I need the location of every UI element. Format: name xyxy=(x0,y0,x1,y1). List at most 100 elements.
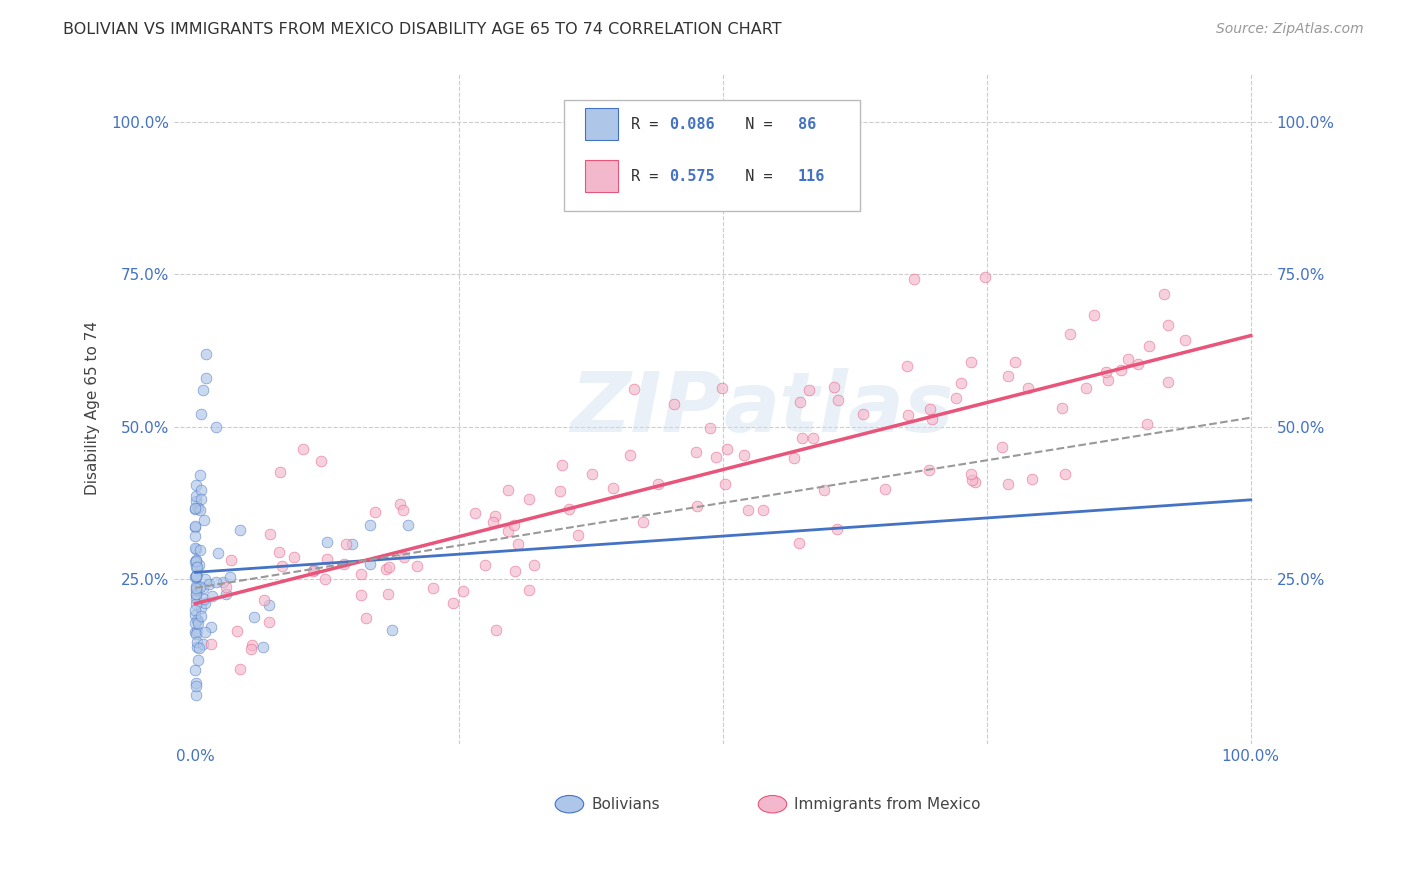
Point xyxy=(1136,417,1159,432)
Point xyxy=(191,581,214,595)
Point xyxy=(190,483,212,497)
Point xyxy=(194,572,217,586)
Point xyxy=(710,381,733,395)
Point xyxy=(1095,365,1118,379)
Point xyxy=(960,473,983,487)
Point xyxy=(973,269,995,284)
Point xyxy=(1004,355,1026,369)
Point xyxy=(896,359,918,374)
Point xyxy=(207,546,229,560)
Text: Bolivians: Bolivians xyxy=(592,797,659,812)
Text: atlas: atlas xyxy=(723,368,953,449)
Point xyxy=(194,371,217,385)
Point xyxy=(190,601,212,615)
Point xyxy=(789,394,811,409)
Point xyxy=(1083,308,1105,322)
Point xyxy=(1116,352,1139,367)
Point xyxy=(945,391,967,405)
Point xyxy=(184,520,207,534)
Point xyxy=(517,582,540,597)
Point xyxy=(1137,339,1160,353)
Point xyxy=(186,478,208,492)
Point xyxy=(194,625,217,640)
Point xyxy=(188,543,211,558)
Point xyxy=(378,560,401,574)
Point xyxy=(704,450,727,465)
Point xyxy=(302,563,325,577)
Point xyxy=(752,503,775,517)
Point xyxy=(194,346,217,360)
Point xyxy=(186,640,208,654)
Point xyxy=(291,442,314,457)
Point xyxy=(716,442,738,457)
Point xyxy=(801,431,824,445)
Point xyxy=(782,450,804,465)
Point xyxy=(903,272,925,286)
Point xyxy=(340,536,363,550)
Point xyxy=(813,483,835,498)
Point xyxy=(997,368,1019,383)
Point xyxy=(581,467,603,482)
Point xyxy=(335,536,357,550)
Point xyxy=(229,662,252,676)
Point xyxy=(184,570,207,584)
Point xyxy=(219,570,242,584)
Point xyxy=(314,572,336,586)
Point xyxy=(1074,381,1097,395)
Point xyxy=(389,497,412,511)
Point xyxy=(897,409,920,423)
Point xyxy=(959,467,981,481)
Point xyxy=(350,567,373,582)
Circle shape xyxy=(555,796,583,813)
Point xyxy=(193,513,215,527)
Point xyxy=(823,380,845,394)
Point xyxy=(257,598,280,612)
Point xyxy=(188,558,211,572)
Point xyxy=(184,624,207,639)
Point xyxy=(422,581,444,595)
Point xyxy=(949,376,972,391)
Point xyxy=(184,592,207,607)
Point xyxy=(1021,472,1043,486)
Point xyxy=(197,577,219,591)
Point xyxy=(186,614,208,628)
Point xyxy=(852,407,875,421)
Text: 86: 86 xyxy=(797,117,815,132)
Point xyxy=(523,558,546,572)
Point xyxy=(205,419,228,434)
Text: 116: 116 xyxy=(797,169,825,184)
Point xyxy=(190,408,212,422)
Point xyxy=(359,517,381,532)
Point xyxy=(205,574,228,589)
Point xyxy=(186,582,208,596)
Point xyxy=(496,483,519,497)
Point xyxy=(184,603,207,617)
Point xyxy=(184,560,207,574)
Point xyxy=(186,597,208,611)
Point xyxy=(1059,327,1081,342)
Point xyxy=(186,569,208,583)
Point xyxy=(252,593,274,607)
Point xyxy=(548,484,571,499)
Point xyxy=(187,641,209,656)
Point xyxy=(827,393,849,408)
Point xyxy=(333,557,356,571)
Point xyxy=(201,589,224,603)
Point xyxy=(464,507,486,521)
Point xyxy=(1157,318,1180,332)
Point xyxy=(1097,373,1119,387)
Point xyxy=(963,475,986,489)
Point xyxy=(229,523,252,537)
Point xyxy=(496,524,519,538)
Point xyxy=(503,517,526,532)
Point xyxy=(191,383,214,397)
Point xyxy=(184,579,207,593)
Point xyxy=(699,421,721,435)
Point xyxy=(186,541,208,556)
Point xyxy=(997,476,1019,491)
Point xyxy=(873,483,896,497)
Point xyxy=(392,549,415,564)
Point xyxy=(194,596,217,610)
Text: ZIP: ZIP xyxy=(571,368,723,449)
Text: R =: R = xyxy=(631,117,668,132)
